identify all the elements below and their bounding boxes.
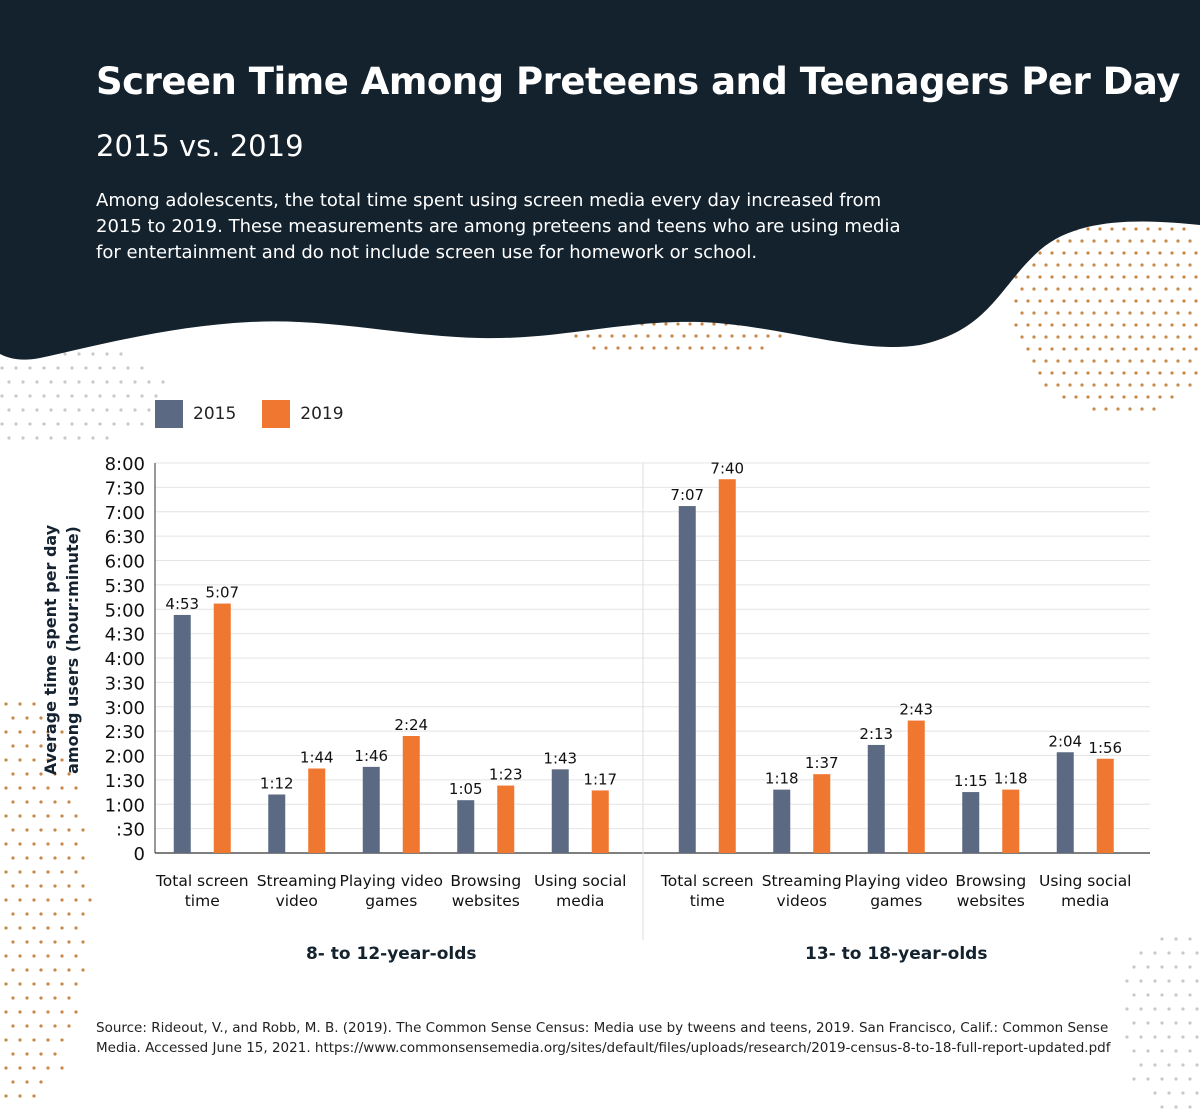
- bar-2019: [1002, 789, 1020, 853]
- y-tick-label: 7:30: [105, 478, 145, 499]
- bar-2019: [308, 768, 326, 853]
- data-label: 1:18: [765, 770, 799, 788]
- x-category-label: Playing video: [339, 872, 443, 890]
- data-label: 5:07: [205, 584, 239, 602]
- legend-item-2019: 2019: [262, 400, 344, 428]
- bar-2019: [591, 790, 609, 853]
- legend-swatch-2015: [155, 400, 183, 428]
- bar-2015: [457, 800, 475, 853]
- header-wave: [0, 0, 1200, 360]
- chart-legend: 2015 2019: [155, 400, 358, 428]
- y-tick-label: 5:30: [105, 576, 145, 597]
- legend-label-2015: 2015: [193, 404, 237, 424]
- x-category-label: Total screen: [660, 872, 754, 890]
- group-label: 8- to 12-year-olds: [306, 944, 477, 964]
- x-category-label: websites: [452, 892, 520, 910]
- bar-2015: [268, 794, 286, 853]
- x-category-label: time: [690, 892, 725, 910]
- y-tick-label: 5:00: [105, 600, 145, 621]
- x-category-label: videos: [777, 892, 827, 910]
- bar-2019: [813, 774, 831, 853]
- bar-2019: [1096, 758, 1114, 853]
- group-label: 13- to 18-year-olds: [805, 944, 987, 964]
- bar-2015: [173, 614, 191, 853]
- data-label: 1:18: [994, 770, 1028, 788]
- y-tick-label: 4:30: [105, 625, 145, 646]
- x-category-label: time: [185, 892, 220, 910]
- y-tick-label: 2:30: [105, 722, 145, 743]
- x-category-label: Playing video: [844, 872, 948, 890]
- bar-2019: [907, 720, 925, 853]
- bar-2015: [773, 789, 791, 853]
- bar-2019: [497, 785, 515, 853]
- x-category-label: media: [556, 892, 604, 910]
- y-tick-label: 8:00: [105, 454, 145, 475]
- data-label: 1:15: [954, 772, 988, 790]
- y-tick-label: 6:30: [105, 527, 145, 548]
- legend-label-2019: 2019: [300, 404, 344, 424]
- source-citation: Source: Rideout, V., and Robb, M. B. (20…: [96, 1020, 1111, 1056]
- page-title: Screen Time Among Preteens and Teenagers…: [96, 60, 1180, 103]
- x-category-label: Total screen: [155, 872, 249, 890]
- data-label: 1:44: [300, 749, 334, 767]
- bar-2015: [1056, 752, 1074, 853]
- x-category-label: games: [870, 892, 922, 910]
- y-tick-label: 2:00: [105, 747, 145, 768]
- data-label: 1:46: [354, 747, 388, 765]
- bar-2015: [867, 744, 885, 853]
- x-category-label: games: [365, 892, 417, 910]
- data-label: 2:04: [1048, 732, 1082, 750]
- x-category-label: Streaming: [762, 872, 842, 890]
- y-tick-label: 0: [134, 844, 145, 865]
- x-category-label: Browsing: [955, 872, 1026, 890]
- data-label: 1:12: [260, 775, 294, 793]
- bar-2019: [402, 736, 420, 853]
- bar-2015: [678, 506, 696, 853]
- bar-2019: [213, 603, 231, 853]
- x-category-label: Using social: [1039, 872, 1132, 890]
- data-label: 1:37: [805, 754, 839, 772]
- data-label: 4:53: [165, 595, 199, 613]
- data-label: 1:43: [543, 749, 577, 767]
- dots-bottom-right: [1125, 937, 1199, 1109]
- data-label: 1:23: [489, 766, 523, 784]
- y-tick-label: 1:00: [105, 795, 145, 816]
- y-tick-label: 3:00: [105, 698, 145, 719]
- y-tick-label: 3:30: [105, 673, 145, 694]
- data-label: 2:24: [394, 716, 428, 734]
- x-category-label: Browsing: [450, 872, 521, 890]
- bar-2015: [551, 769, 569, 853]
- y-tick-label: 7:00: [105, 503, 145, 524]
- dots-bottom-left: [4, 702, 92, 1098]
- page-description: Among adolescents, the total time spent …: [96, 190, 901, 263]
- data-label: 7:40: [710, 459, 744, 477]
- data-label: 2:43: [899, 701, 933, 719]
- y-tick-label: 6:00: [105, 552, 145, 573]
- page-subtitle: 2015 vs. 2019: [96, 129, 304, 163]
- y-tick-label: 1:30: [105, 771, 145, 792]
- legend-swatch-2019: [262, 400, 291, 428]
- bar-2019: [718, 479, 736, 853]
- x-category-label: websites: [957, 892, 1025, 910]
- x-category-label: media: [1061, 892, 1109, 910]
- bar-2015: [362, 766, 380, 853]
- y-tick-label: :30: [116, 820, 145, 841]
- data-label: 1:56: [1088, 739, 1122, 757]
- data-label: 1:05: [449, 780, 483, 798]
- x-category-label: Streaming: [257, 872, 337, 890]
- data-label: 7:07: [670, 486, 704, 504]
- data-label: 2:13: [859, 725, 893, 743]
- x-category-label: Using social: [534, 872, 627, 890]
- legend-item-2015: 2015: [155, 400, 236, 428]
- bar-2015: [962, 792, 980, 853]
- x-category-label: video: [276, 892, 318, 910]
- data-label: 1:17: [583, 770, 617, 788]
- y-tick-label: 4:00: [105, 649, 145, 670]
